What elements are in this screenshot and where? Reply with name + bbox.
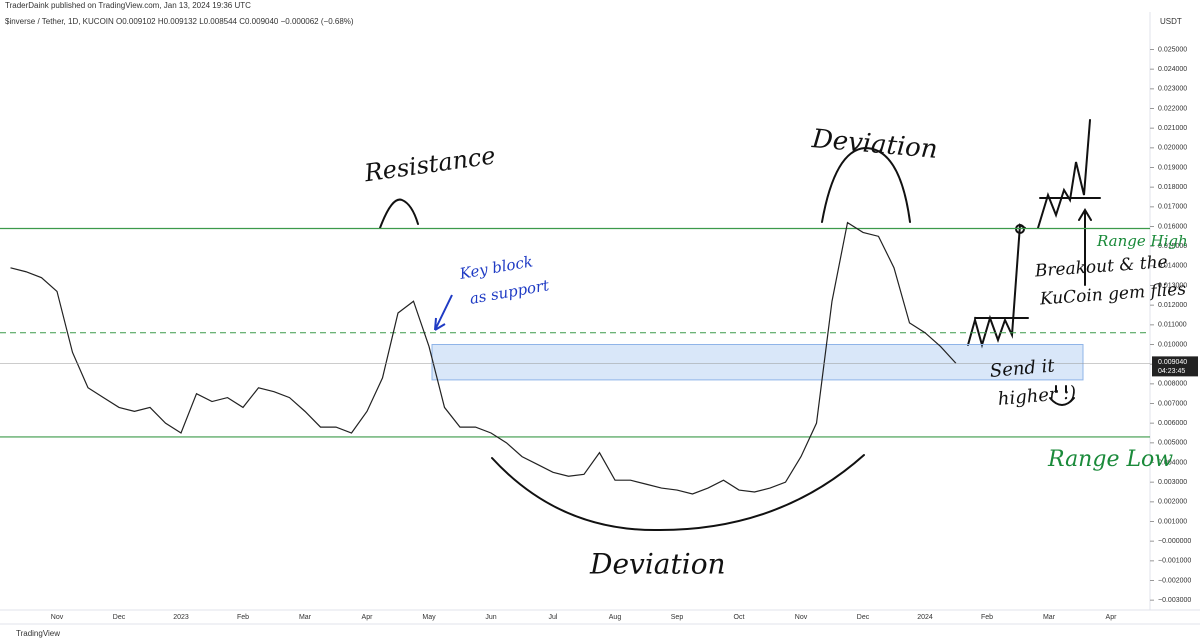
- y-tick-label: 0.017000: [1158, 204, 1187, 211]
- y-tick-label: 0.023000: [1158, 86, 1187, 93]
- y-tick-label: −0.002000: [1158, 577, 1191, 584]
- y-tick-label: 0.008000: [1158, 381, 1187, 388]
- y-tick-label: −0.000000: [1158, 538, 1191, 545]
- x-tick-label: Apr: [362, 614, 374, 621]
- x-tick-label: Apr: [1106, 614, 1118, 621]
- x-tick-label: Jun: [485, 614, 496, 621]
- smiley: [1049, 385, 1075, 406]
- y-tick-label: 0.015000: [1158, 243, 1187, 250]
- y-tick-label: 0.022000: [1158, 105, 1187, 112]
- y-tick-label: 0.025000: [1158, 46, 1187, 53]
- publish-line: TraderDaink published on TradingView.com…: [5, 1, 251, 10]
- x-tick-label: May: [422, 614, 436, 621]
- y-tick-label: 0.024000: [1158, 66, 1187, 73]
- y-tick-label: 0.013000: [1158, 282, 1187, 289]
- up-arrow: [1078, 208, 1092, 286]
- y-tick-label: 0.007000: [1158, 400, 1187, 407]
- annotation: Deviation: [589, 548, 726, 581]
- x-tick-label: Dec: [857, 614, 870, 621]
- y-tick-label: 0.014000: [1158, 263, 1187, 270]
- top-arc: [821, 146, 911, 223]
- x-tick-label: Dec: [113, 614, 126, 621]
- x-tick-label: Mar: [1043, 614, 1056, 621]
- last-price-badge: [1152, 356, 1198, 377]
- annotation: Range Low: [1047, 447, 1173, 472]
- projection-1: [967, 223, 1026, 349]
- y-tick-label: 0.001000: [1158, 518, 1187, 525]
- y-tick-label: 0.016000: [1158, 223, 1187, 230]
- currency: USDT: [1160, 17, 1182, 26]
- y-tick-label: 0.018000: [1158, 184, 1187, 191]
- blue-arrow: [434, 294, 453, 331]
- x-tick-label: Sep: [671, 614, 684, 621]
- y-tick-label: 0.003000: [1158, 479, 1187, 486]
- y-tick-label: −0.001000: [1158, 558, 1191, 565]
- y-tick-label: 0.004000: [1158, 459, 1187, 466]
- x-tick-label: Jul: [549, 614, 558, 621]
- y-tick-label: 0.010000: [1158, 341, 1187, 348]
- symbol-line: $inverse / Tether, 1D, KUCOIN O0.009102 …: [5, 17, 354, 26]
- y-tick-label: 0.021000: [1158, 125, 1187, 132]
- x-tick-label: Mar: [299, 614, 312, 621]
- x-tick-label: 2024: [917, 614, 933, 621]
- x-tick-label: Nov: [795, 614, 808, 621]
- x-tick-label: 2023: [173, 614, 189, 621]
- footer-brand: TradingView: [16, 629, 60, 638]
- y-tick-label: 0.006000: [1158, 420, 1187, 427]
- resistance-cap: [379, 198, 419, 229]
- countdown: 04:23:45: [1158, 368, 1185, 375]
- y-tick-label: 0.005000: [1158, 440, 1187, 447]
- x-tick-label: Feb: [981, 614, 993, 621]
- bottom-arc: [491, 454, 865, 532]
- y-tick-label: 0.012000: [1158, 302, 1187, 309]
- x-tick-label: Feb: [237, 614, 249, 621]
- y-tick-label: 0.011000: [1158, 322, 1187, 329]
- y-tick-label: 0.002000: [1158, 499, 1187, 506]
- x-tick-label: Nov: [51, 614, 64, 621]
- y-tick-label: 0.019000: [1158, 164, 1187, 171]
- projection-2: [1037, 119, 1091, 229]
- last-price-label: 0.009040: [1158, 359, 1187, 366]
- y-tick-label: 0.020000: [1158, 145, 1187, 152]
- y-tick-label: −0.003000: [1158, 597, 1191, 604]
- price-line: [10, 221, 957, 495]
- annotation: Range High: [1096, 232, 1188, 250]
- x-tick-label: Aug: [609, 614, 622, 621]
- support-zone: [431, 344, 1084, 381]
- x-tick-label: Oct: [734, 614, 745, 621]
